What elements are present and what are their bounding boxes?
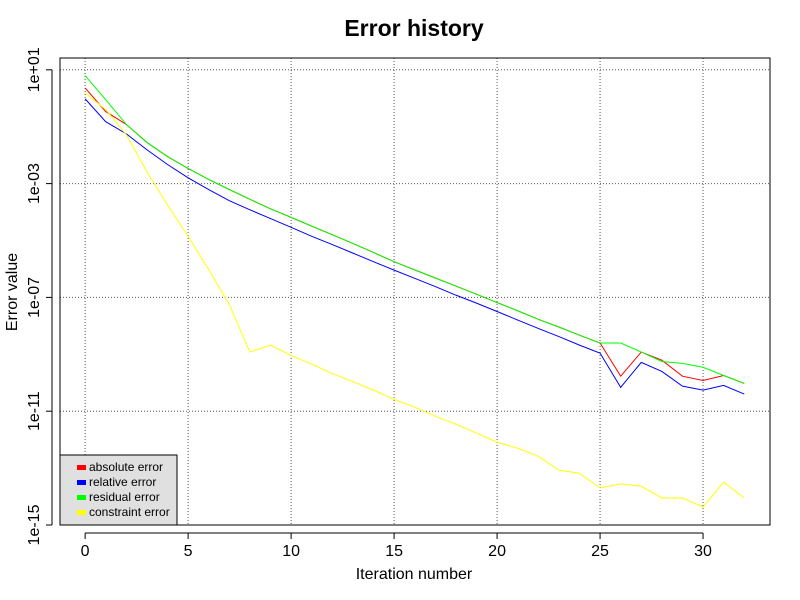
legend-swatch <box>77 480 86 485</box>
x-tick-label: 10 <box>282 543 300 560</box>
x-tick-label: 30 <box>694 543 712 560</box>
legend-label: residual error <box>89 490 160 504</box>
legend-label: relative error <box>89 475 156 489</box>
plot-frame <box>59 57 771 526</box>
legend-label: absolute error <box>89 460 163 474</box>
series-line <box>84 87 745 384</box>
x-tick-label: 25 <box>591 543 609 560</box>
y-axis-label: Error value <box>4 253 21 331</box>
legend-swatch <box>77 465 86 470</box>
legend-label: constraint error <box>89 505 170 519</box>
y-tick-label: 1e-07 <box>26 277 43 318</box>
series-line <box>84 98 745 395</box>
series-line <box>84 75 745 384</box>
x-axis-label: Iteration number <box>356 566 473 583</box>
y-tick-label: 1e-03 <box>26 163 43 204</box>
y-tick-label: 1e+01 <box>26 47 43 92</box>
y-tick-label: 1e-11 <box>26 391 43 431</box>
y-tick-label: 1e-15 <box>26 504 43 545</box>
chart-title: Error history <box>344 15 484 41</box>
x-tick-label: 5 <box>184 543 193 560</box>
x-tick-label: 20 <box>488 543 506 560</box>
legend-swatch <box>77 510 86 515</box>
x-tick-label: 0 <box>81 543 90 560</box>
legend-swatch <box>77 495 86 500</box>
series-line <box>84 92 745 508</box>
x-tick-label: 15 <box>385 543 403 560</box>
